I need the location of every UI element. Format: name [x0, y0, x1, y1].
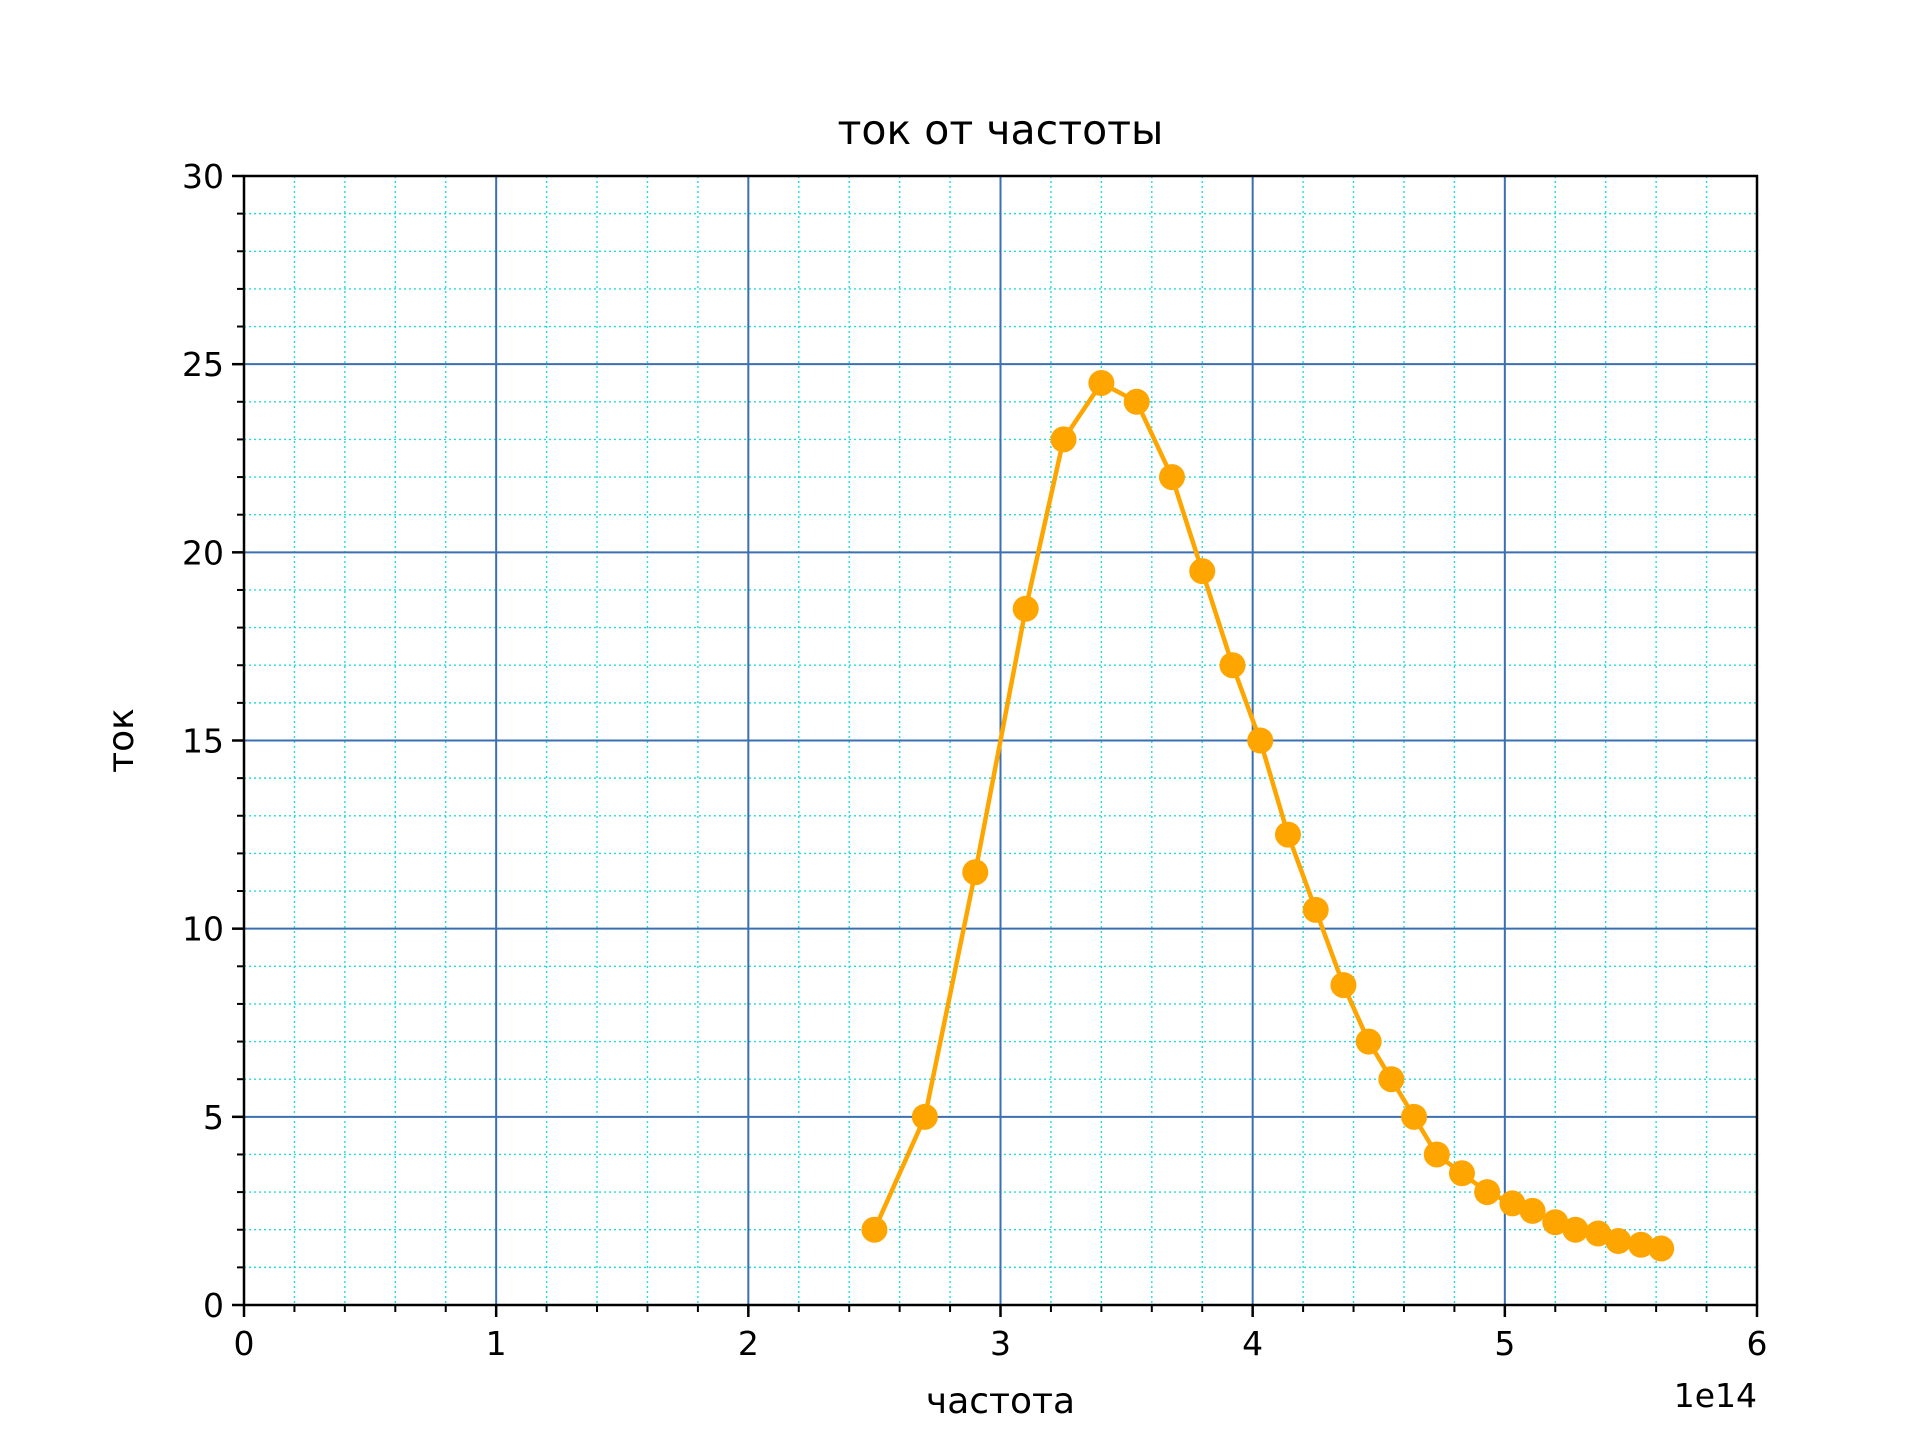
data-point: [1012, 595, 1039, 622]
data-point: [1274, 821, 1301, 848]
x-tick-label: 6: [1747, 1324, 1768, 1363]
data-point: [1355, 1028, 1382, 1055]
data-point: [861, 1216, 888, 1243]
data-point: [1605, 1228, 1632, 1255]
x-tick-label: 1: [486, 1324, 507, 1363]
data-point: [1585, 1220, 1612, 1247]
data-point: [1189, 558, 1216, 585]
x-offset-label: 1e14: [1674, 1376, 1757, 1415]
y-tick-label: 20: [182, 533, 224, 572]
data-point: [962, 859, 989, 886]
data-point: [1123, 388, 1150, 415]
y-tick-label: 15: [182, 722, 224, 761]
series-layer: [861, 369, 1675, 1262]
data-point: [1562, 1216, 1589, 1243]
data-point: [1378, 1066, 1405, 1093]
data-point: [1519, 1197, 1546, 1224]
y-tick-label: 5: [203, 1098, 224, 1137]
ticks: 0 1 2 3 4 5 6 0 5 10 15 20 25 30: [182, 157, 1768, 1363]
x-tick-label: 0: [234, 1324, 255, 1363]
data-point: [1219, 652, 1246, 679]
x-axis-title: частота: [926, 1381, 1075, 1422]
y-tick-label: 30: [182, 157, 224, 196]
y-tick-label: 10: [182, 910, 224, 949]
data-point: [1423, 1141, 1450, 1168]
data-point: [1542, 1209, 1569, 1236]
data-point: [911, 1103, 938, 1130]
data-point: [1330, 972, 1357, 999]
data-point: [1448, 1160, 1475, 1187]
y-axis-title: ток: [101, 708, 142, 773]
data-point: [1088, 369, 1115, 396]
data-point: [1401, 1103, 1428, 1130]
x-tick-label: 3: [990, 1324, 1011, 1363]
x-tick-label: 4: [1242, 1324, 1263, 1363]
data-point: [1499, 1190, 1526, 1217]
data-point: [1648, 1235, 1675, 1262]
data-point: [1474, 1179, 1501, 1206]
data-point: [1628, 1231, 1655, 1258]
data-point: [1302, 896, 1329, 923]
x-tick-label: 2: [738, 1324, 759, 1363]
data-point: [1158, 464, 1185, 491]
chart-title: ток от частоты: [838, 106, 1164, 154]
x-tick-label: 5: [1494, 1324, 1515, 1363]
series-line: [872, 380, 1662, 1251]
y-tick-label: 25: [182, 345, 224, 384]
data-point: [1247, 727, 1274, 754]
y-tick-label: 0: [203, 1286, 224, 1325]
data-point: [1050, 426, 1077, 453]
